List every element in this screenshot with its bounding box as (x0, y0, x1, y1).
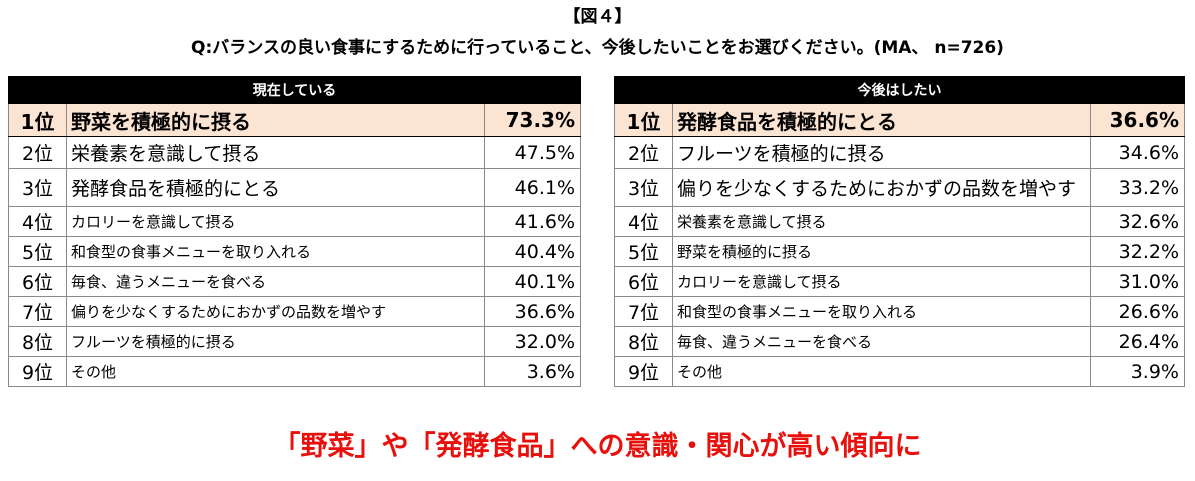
percent-cell: 32.2% (1090, 236, 1185, 267)
table-row: 5位 野菜を積極的に摂る 32.2% (614, 236, 1185, 267)
item-cell: カロリーを意識して摂る (66, 206, 485, 237)
rank-cell: 9位 (614, 356, 673, 387)
percent-cell: 26.6% (1090, 296, 1185, 327)
percent-cell: 40.1% (484, 266, 581, 297)
rank-cell: 4位 (8, 206, 67, 237)
table-row: 2位 フルーツを積極的に摂る 34.6% (614, 136, 1185, 169)
percent-cell: 33.2% (1090, 168, 1185, 207)
table-row: 6位 カロリーを意識して摂る 31.0% (614, 266, 1185, 297)
table-header-current: 現在している (8, 76, 581, 104)
table-row: 4位 栄養素を意識して摂る 32.6% (614, 206, 1185, 237)
table-row: 7位 和食型の食事メニューを取り入れる 26.6% (614, 296, 1185, 327)
table-row: 2位 栄養素を意識して摂る 47.5% (8, 136, 581, 169)
item-cell: 栄養素を意識して摂る (672, 206, 1091, 237)
rank-cell: 3位 (8, 168, 67, 207)
percent-cell: 73.3% (484, 103, 581, 137)
ranking-table-current: 現在している 1位 野菜を積極的に摂る 73.3% 2位 栄養素を意識して摂る 47.5%… (8, 76, 581, 387)
table-row: 1位 発酵食品を積極的にとる 36.6% (614, 103, 1185, 137)
table-row: 9位 その他 3.9% (614, 356, 1185, 387)
rank-cell: 7位 (8, 296, 67, 327)
rank-cell: 3位 (614, 168, 673, 207)
rank-cell: 2位 (8, 136, 67, 169)
percent-cell: 46.1% (484, 168, 581, 207)
percent-cell: 40.4% (484, 236, 581, 267)
table-row: 9位 その他 3.6% (8, 356, 581, 387)
rank-cell: 5位 (614, 236, 673, 267)
table-row: 3位 偏りを少なくするためにおかずの品数を増やす 33.2% (614, 168, 1185, 207)
percent-cell: 32.0% (484, 326, 581, 357)
item-cell: 和食型の食事メニューを取り入れる (672, 296, 1091, 327)
table-row: 4位 カロリーを意識して摂る 41.6% (8, 206, 581, 237)
rank-cell: 8位 (8, 326, 67, 357)
table-row: 8位 フルーツを積極的に摂る 32.0% (8, 326, 581, 357)
rank-cell: 1位 (614, 103, 673, 137)
table-row: 7位 偏りを少なくするためにおかずの品数を増やす 36.6% (8, 296, 581, 327)
item-cell: 発酵食品を積極的にとる (66, 168, 485, 207)
rank-cell: 4位 (614, 206, 673, 237)
question-text: Q:バランスの良い食事にするために行っていること、今後したいことをお選びください… (191, 38, 1004, 58)
item-cell: 野菜を積極的に摂る (672, 236, 1091, 267)
item-cell: 和食型の食事メニューを取り入れる (66, 236, 485, 267)
percent-cell: 47.5% (484, 136, 581, 169)
item-cell: 偏りを少なくするためにおかずの品数を増やす (672, 168, 1091, 207)
table-row: 6位 毎食、違うメニューを食べる 40.1% (8, 266, 581, 297)
percent-cell: 41.6% (484, 206, 581, 237)
percent-cell: 34.6% (1090, 136, 1185, 169)
table-row: 8位 毎食、違うメニューを食べる 26.4% (614, 326, 1185, 357)
percent-cell: 32.6% (1090, 206, 1185, 237)
rank-cell: 2位 (614, 136, 673, 169)
rank-cell: 6位 (8, 266, 67, 297)
item-cell: その他 (672, 356, 1091, 387)
percent-cell: 36.6% (484, 296, 581, 327)
item-cell: 発酵食品を積極的にとる (672, 103, 1091, 137)
percent-cell: 3.6% (484, 356, 581, 387)
rank-cell: 5位 (8, 236, 67, 267)
item-cell: その他 (66, 356, 485, 387)
ranking-table-future: 今後はしたい 1位 発酵食品を積極的にとる 36.6% 2位 フルーツを積極的に摂る 34… (614, 76, 1185, 387)
percent-cell: 3.9% (1090, 356, 1185, 387)
item-cell: 毎食、違うメニューを食べる (672, 326, 1091, 357)
item-cell: 偏りを少なくするためにおかずの品数を増やす (66, 296, 485, 327)
figure-label: 【図４】 (563, 7, 632, 27)
item-cell: フルーツを積極的に摂る (672, 136, 1091, 169)
table-header-future: 今後はしたい (614, 76, 1185, 104)
item-cell: 野菜を積極的に摂る (66, 103, 485, 137)
rank-cell: 9位 (8, 356, 67, 387)
item-cell: カロリーを意識して摂る (672, 266, 1091, 297)
table-row: 3位 発酵食品を積極的にとる 46.1% (8, 168, 581, 207)
rank-cell: 6位 (614, 266, 673, 297)
rank-cell: 1位 (8, 103, 67, 137)
item-cell: 毎食、違うメニューを食べる (66, 266, 485, 297)
rank-cell: 8位 (614, 326, 673, 357)
rank-cell: 7位 (614, 296, 673, 327)
item-cell: フルーツを積極的に摂る (66, 326, 485, 357)
percent-cell: 26.4% (1090, 326, 1185, 357)
percent-cell: 36.6% (1090, 103, 1185, 137)
item-cell: 栄養素を意識して摂る (66, 136, 485, 169)
conclusion-text: 「野菜」や「発酵食品」への意識・関心が高い傾向に (273, 431, 922, 462)
table-row: 1位 野菜を積極的に摂る 73.3% (8, 103, 581, 137)
percent-cell: 31.0% (1090, 266, 1185, 297)
table-row: 5位 和食型の食事メニューを取り入れる 40.4% (8, 236, 581, 267)
